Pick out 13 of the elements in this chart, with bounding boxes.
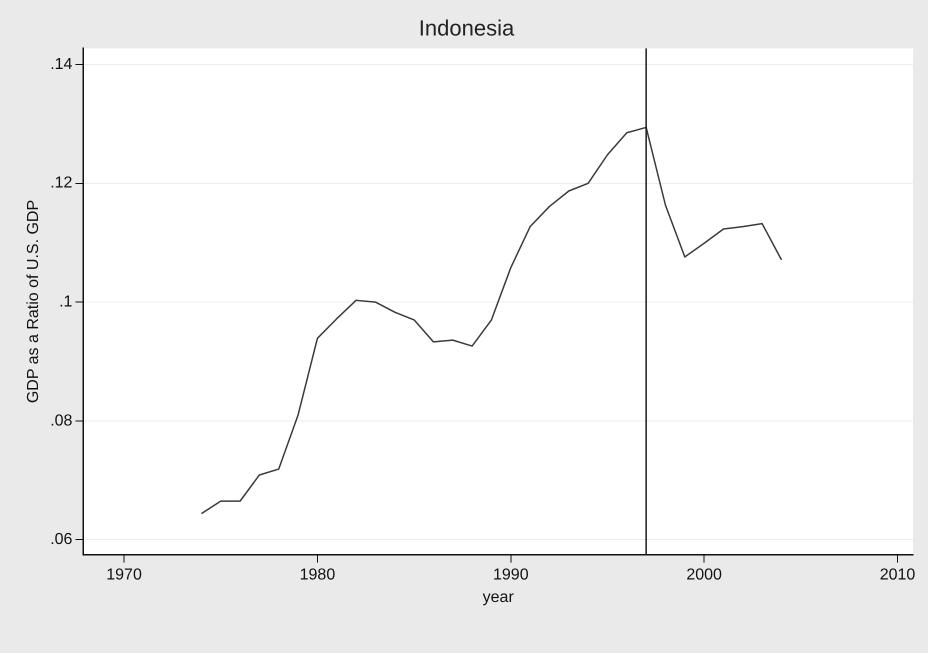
x-axis-title: year (482, 588, 514, 606)
y-tick-label: .14 (50, 56, 73, 73)
y-tick-label: .06 (50, 531, 73, 548)
y-tick-label: .12 (50, 174, 73, 192)
x-tick-label: 2000 (686, 566, 722, 584)
x-tick-label: 2010 (880, 566, 916, 584)
y-tick-label: .08 (50, 412, 73, 430)
x-tick-label: 1980 (300, 566, 336, 584)
x-tick-label: 1970 (106, 566, 142, 584)
y-axis-title: GDP as a Ratio of U.S. GDP (25, 200, 42, 404)
chart-title: Indonesia (418, 15, 515, 40)
y-tick-label: .1 (59, 294, 73, 310)
x-tick-label: 1990 (492, 566, 529, 584)
